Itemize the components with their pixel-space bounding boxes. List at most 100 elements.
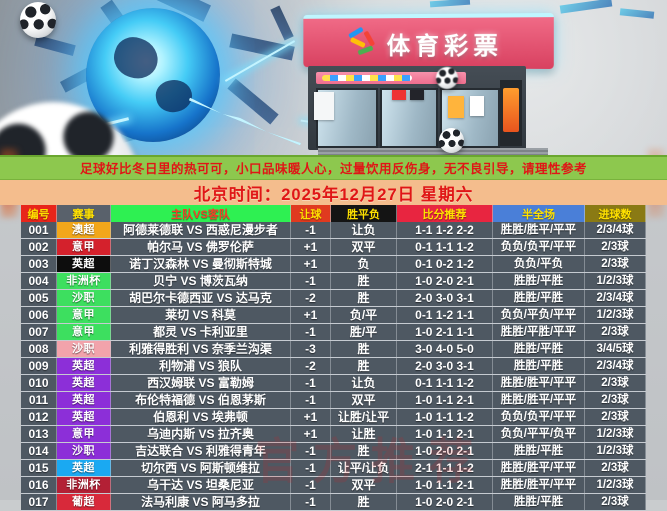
cell-match-number: 010 bbox=[21, 375, 57, 391]
cell-goal-count: 2/3/4球 bbox=[585, 358, 646, 374]
cell-goal-count: 1/2/3球 bbox=[585, 477, 646, 493]
cell-half-full: 胜胜/平胜 bbox=[493, 443, 585, 459]
cell-half-full: 负负/负平/平平 bbox=[493, 239, 585, 255]
cell-score-picks: 0-1 1-1 1-2 bbox=[397, 375, 493, 391]
cell-win-draw-lose: 双平 bbox=[331, 477, 397, 493]
lottery-logo-icon bbox=[348, 26, 377, 58]
cell-handicap: -1 bbox=[291, 375, 331, 391]
soccer-ball-icon bbox=[436, 67, 458, 89]
cell-half-full: 负负/负平/平平 bbox=[493, 409, 585, 425]
column-header: 半全场 bbox=[493, 205, 585, 222]
lottery-storefront bbox=[308, 66, 526, 150]
glitch-decor bbox=[619, 8, 655, 19]
cell-half-full: 胜胜/胜平/平平 bbox=[493, 477, 585, 493]
column-header: 编号 bbox=[21, 205, 57, 222]
store-steps bbox=[318, 148, 548, 155]
cell-score-picks: 1-0 2-0 2-1 bbox=[397, 443, 493, 459]
cell-league-badge: 非洲杯 bbox=[57, 273, 111, 289]
cell-goal-count: 2/3球 bbox=[585, 256, 646, 272]
cell-handicap: -1 bbox=[291, 273, 331, 289]
cell-goal-count: 2/3球 bbox=[585, 460, 646, 476]
cell-win-draw-lose: 让平/让负 bbox=[331, 460, 397, 476]
cell-score-picks: 0-1 1-1 1-2 bbox=[397, 239, 493, 255]
table-row: 017 葡超 法马利康 VS 阿马多拉 -1 胜 1-0 2-0 2-1 胜胜/… bbox=[21, 494, 646, 511]
cell-league-badge: 英超 bbox=[57, 256, 111, 272]
cell-match-number: 005 bbox=[21, 290, 57, 306]
table-row: 012 英超 伯恩利 VS 埃弗顿 +1 让胜/让平 1-0 1-1 1-2 负… bbox=[21, 409, 646, 426]
cell-goal-count: 1/2/3球 bbox=[585, 273, 646, 289]
cell-handicap: -1 bbox=[291, 324, 331, 340]
cell-win-draw-lose: 让胜 bbox=[331, 426, 397, 442]
cell-teams: 伯恩利 VS 埃弗顿 bbox=[111, 409, 291, 425]
wall-shard bbox=[270, 5, 294, 41]
cell-match-number: 015 bbox=[21, 460, 57, 476]
cell-match-number: 006 bbox=[21, 307, 57, 323]
table-row: 003 英超 诺丁汉森林 VS 曼彻斯特城 +1 负 0-1 0-2 1-2 负… bbox=[21, 256, 646, 273]
cell-match-number: 009 bbox=[21, 358, 57, 374]
cell-win-draw-lose: 让胜/让平 bbox=[331, 409, 397, 425]
hero-banner-image: 体育彩票 bbox=[0, 0, 667, 157]
cell-match-number: 014 bbox=[21, 443, 57, 459]
cell-half-full: 胜胜/平胜 bbox=[493, 494, 585, 510]
cell-league-badge: 意甲 bbox=[57, 426, 111, 442]
responsible-betting-tip: 足球好比冬日里的热可可，小口品味暖人心，过量饮用反伤身，无不良引导，请理性参考 bbox=[0, 155, 667, 180]
store-pillar bbox=[500, 80, 522, 146]
cell-teams: 布伦特福德 VS 伯恩茅斯 bbox=[111, 392, 291, 408]
cell-score-picks: 1-0 2-0 2-1 bbox=[397, 273, 493, 289]
cell-match-number: 008 bbox=[21, 341, 57, 357]
cell-league-badge: 英超 bbox=[57, 460, 111, 476]
cell-score-picks: 1-0 1-1 2-1 bbox=[397, 426, 493, 442]
cell-league-badge: 英超 bbox=[57, 409, 111, 425]
cell-handicap: -1 bbox=[291, 477, 331, 493]
cell-league-badge: 澳超 bbox=[57, 222, 111, 238]
cell-league-badge: 意甲 bbox=[57, 324, 111, 340]
cell-handicap: +1 bbox=[291, 426, 331, 442]
cell-teams: 莱切 VS 科莫 bbox=[111, 307, 291, 323]
cell-goal-count: 1/2/3球 bbox=[585, 307, 646, 323]
cell-league-badge: 意甲 bbox=[57, 307, 111, 323]
cell-league-badge: 沙职 bbox=[57, 341, 111, 357]
cell-half-full: 胜胜/平胜 bbox=[493, 273, 585, 289]
cell-half-full: 负负/平平/负平 bbox=[493, 426, 585, 442]
cell-match-number: 003 bbox=[21, 256, 57, 272]
store-sign-text: 体育彩票 bbox=[386, 32, 504, 60]
cell-score-picks: 1-0 1-1 2-1 bbox=[397, 477, 493, 493]
cell-goal-count: 2/3球 bbox=[585, 494, 646, 510]
cell-league-badge: 沙职 bbox=[57, 290, 111, 306]
cell-win-draw-lose: 负/平 bbox=[331, 307, 397, 323]
soccer-ball-icon bbox=[20, 2, 56, 38]
cell-teams: 乌干达 VS 坦桑尼亚 bbox=[111, 477, 291, 493]
cell-half-full: 胜胜/胜平/平平 bbox=[493, 222, 585, 238]
cell-score-picks: 1-0 2-1 1-1 bbox=[397, 324, 493, 340]
table-header-row: 编号 赛事 主队VS客队 让球 胜平负 比分推荐 半全场 进球数 bbox=[21, 205, 646, 222]
cell-score-picks: 2-0 3-0 3-1 bbox=[397, 358, 493, 374]
cell-half-full: 胜胜/平胜/平平 bbox=[493, 324, 585, 340]
table-row: 016 非洲杯 乌干达 VS 坦桑尼亚 -1 双平 1-0 1-1 2-1 胜胜… bbox=[21, 477, 646, 494]
table-row: 001 澳超 阿德莱德联 VS 西惑尼漫步者 -1 让负 1-1 1-2 2-2… bbox=[21, 222, 646, 239]
cell-teams: 胡巴尔卡德西亚 VS 达马克 bbox=[111, 290, 291, 306]
table-row: 005 沙职 胡巴尔卡德西亚 VS 达马克 -2 胜 2-0 3-0 3-1 胜… bbox=[21, 290, 646, 307]
cell-half-full: 负负/平负/平平 bbox=[493, 307, 585, 323]
window-poster bbox=[392, 90, 406, 100]
cell-handicap: -2 bbox=[291, 290, 331, 306]
cell-match-number: 016 bbox=[21, 477, 57, 493]
window-poster bbox=[314, 92, 334, 120]
cell-teams: 法马利康 VS 阿马多拉 bbox=[111, 494, 291, 510]
cell-win-draw-lose: 胜 bbox=[331, 290, 397, 306]
energy-soccer-ball bbox=[86, 8, 220, 142]
cell-win-draw-lose: 胜 bbox=[331, 273, 397, 289]
cell-score-picks: 2-0 3-0 3-1 bbox=[397, 290, 493, 306]
cell-score-picks: 1-0 2-0 2-1 bbox=[397, 494, 493, 510]
cell-win-draw-lose: 双平 bbox=[331, 392, 397, 408]
cell-goal-count: 2/3球 bbox=[585, 324, 646, 340]
cell-handicap: -1 bbox=[291, 392, 331, 408]
cell-teams: 利物浦 VS 狼队 bbox=[111, 358, 291, 374]
cell-half-full: 胜胜/平胜 bbox=[493, 341, 585, 357]
cell-match-number: 013 bbox=[21, 426, 57, 442]
cell-handicap: -1 bbox=[291, 443, 331, 459]
cell-goal-count: 2/3球 bbox=[585, 239, 646, 255]
cell-score-picks: 3-0 4-0 5-0 bbox=[397, 341, 493, 357]
cell-score-picks: 1-0 1-1 2-1 bbox=[397, 392, 493, 408]
wall-shard bbox=[34, 35, 76, 56]
cell-match-number: 011 bbox=[21, 392, 57, 408]
